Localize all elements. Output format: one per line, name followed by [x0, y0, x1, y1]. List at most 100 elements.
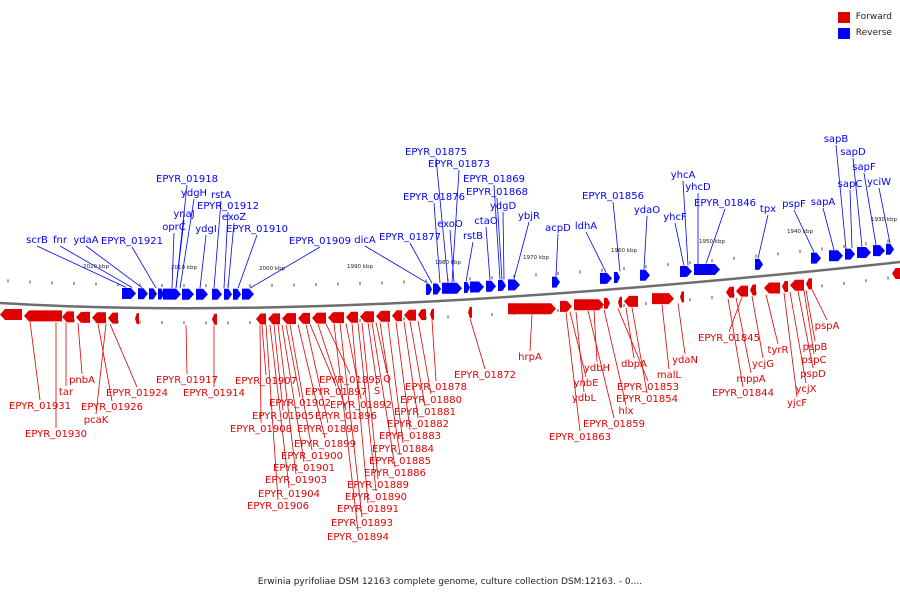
reverse-leader	[249, 246, 321, 289]
forward-gene	[790, 279, 804, 291]
forward-gene-label: EPYR_01917	[156, 375, 218, 386]
forward-gene-label: EPYR_01881	[394, 407, 456, 418]
legend-reverse: Reverse	[837, 25, 892, 41]
forward-gene	[764, 282, 780, 294]
reverse-gene-label: EPYR_01868	[466, 187, 528, 198]
forward-gene-label: EPYR_01854	[616, 394, 678, 405]
forward-gene	[652, 293, 674, 305]
forward-gene	[468, 306, 472, 318]
forward-gene-label: EPYR_01926	[81, 402, 143, 413]
forward-gene	[806, 278, 812, 290]
forward-gene	[0, 309, 22, 321]
gene-labels: scrB fnr ydaA EPYR_01921 EPYR_01918 ydgH ynaJ o…	[9, 134, 891, 543]
reverse-gene-label: scrB	[26, 235, 48, 246]
scale-label: 1980 kbp	[435, 260, 461, 266]
reverse-leader	[227, 222, 235, 289]
reverse-leader	[171, 232, 175, 289]
forward-gene-label: EPYR_01872	[454, 370, 516, 381]
forward-gene-label: EPYR_01914	[183, 388, 245, 399]
reverse-gene-label: EPYR_01876	[403, 192, 465, 203]
reverse-leader	[409, 242, 433, 284]
forward-leader	[587, 310, 615, 419]
forward-leader	[367, 322, 378, 386]
reverse-gene	[857, 246, 871, 258]
reverse-gene-label: yciW	[867, 177, 891, 188]
reverse-leader	[36, 245, 127, 288]
reverse-leader	[213, 200, 222, 289]
forward-gene	[604, 297, 610, 309]
reverse-gene-label: EPYR_01869	[463, 174, 525, 185]
forward-gene-label: pnbA	[69, 375, 95, 386]
forward-gene	[750, 284, 756, 296]
reverse-gene-label: ldhA	[575, 221, 597, 232]
reverse-leader	[852, 157, 863, 247]
reverse-leader	[237, 234, 258, 289]
reverse-gene	[196, 288, 208, 300]
forward-gene-label: EPYR_01853	[617, 382, 679, 393]
reverse-leader	[555, 233, 559, 277]
forward-gene	[430, 308, 434, 320]
forward-leader	[569, 311, 587, 378]
reverse-gene	[600, 272, 612, 284]
forward-gene-label: EPYR_01903	[265, 475, 327, 486]
reverse-gene-label: sapC	[838, 179, 863, 190]
forward-gene-label: EPYR_01905	[252, 411, 314, 422]
forward-leader	[593, 310, 598, 363]
reverse-gene	[242, 288, 254, 300]
forward-leader	[297, 324, 326, 439]
forward-gene	[892, 268, 900, 280]
reverse-gene	[212, 288, 222, 300]
forward-leader	[289, 324, 313, 451]
forward-leader	[403, 321, 419, 419]
forward-leader	[109, 323, 138, 388]
forward-gene-label: EPYR_01902	[269, 398, 331, 409]
forward-gene-label: EPYR_01924	[106, 388, 168, 399]
forward-gene-label: EPYR_01906	[247, 501, 309, 512]
reverse-gene-label: oprC	[162, 222, 186, 233]
forward-gene-label: EPYR_01886	[364, 468, 426, 479]
reverse-gene-label: acpD	[545, 223, 571, 234]
reverse-gene-label: EPYR_01877	[379, 232, 441, 243]
reverse-gene-label: exoO	[437, 219, 463, 230]
forward-leader	[317, 323, 347, 411]
reverse-leader	[485, 226, 491, 281]
forward-gene	[76, 311, 90, 323]
reverse-gene	[680, 266, 692, 278]
label-leaders	[29, 144, 891, 532]
forward-leader	[395, 321, 411, 431]
forward-gene-label: pspA	[815, 321, 840, 332]
reverse-gene	[829, 250, 843, 262]
forward-gene-label: ynbE	[574, 378, 599, 389]
forward-gene	[392, 310, 402, 322]
reverse-leader	[496, 197, 503, 280]
forward-gene-label: EPYR_01907	[235, 376, 297, 387]
forward-leader	[281, 324, 305, 463]
reverse-gene-label: sapA	[811, 197, 836, 208]
reverse-gene	[873, 245, 885, 257]
reverse-gene	[426, 283, 432, 295]
reverse-gene-label: EPYR_01875	[405, 147, 467, 158]
forward-gene-label: EPYR_01898	[297, 424, 359, 435]
forward-leader	[305, 324, 329, 424]
figure-caption: Erwinia pyrifoliae DSM 12163 complete ge…	[257, 577, 643, 587]
reverse-swatch	[837, 27, 850, 39]
reverse-gene-label: exoZ	[222, 212, 247, 223]
forward-leader	[77, 323, 83, 375]
forward-gene	[298, 312, 310, 324]
reverse-leader	[674, 222, 685, 266]
reverse-gene-label: EPYR_01873	[428, 159, 490, 170]
forward-leader	[469, 318, 486, 370]
forward-gene-label: EPYR_01896	[315, 411, 377, 422]
reverse-gene	[845, 248, 855, 260]
forward-gene	[268, 313, 280, 325]
forward-gene	[726, 286, 734, 298]
forward-leader	[811, 289, 828, 321]
reverse-leader	[705, 208, 726, 264]
forward-leader	[565, 312, 581, 432]
forward-leader	[727, 298, 744, 388]
reverse-leader	[223, 211, 229, 289]
forward-gene	[346, 311, 358, 323]
forward-gene	[680, 291, 684, 303]
forward-leader	[361, 322, 379, 480]
reverse-gene	[224, 288, 232, 300]
